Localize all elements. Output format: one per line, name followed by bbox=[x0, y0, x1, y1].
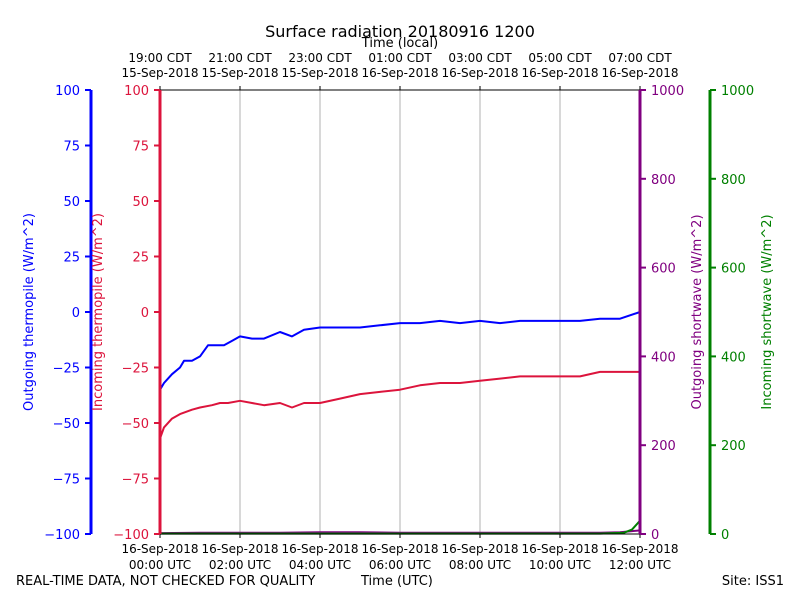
incoming-shortwave-axis-tick-label: 0 bbox=[721, 528, 729, 543]
incoming-thermopile-axis-tick-label: 75 bbox=[132, 140, 149, 155]
outgoing-shortwave-axis-tick-label: 200 bbox=[651, 439, 676, 454]
top-tick-label: 07:00 CDT bbox=[608, 51, 672, 65]
incoming-thermopile-axis-tick-label: −25 bbox=[122, 362, 149, 377]
top-tick-label: 03:00 CDT bbox=[448, 51, 512, 65]
incoming-thermopile-axis-tick-label: 0 bbox=[141, 306, 149, 321]
outgoing-thermopile-axis-tick-label: 100 bbox=[55, 84, 80, 99]
top-tick-label: 19:00 CDT bbox=[128, 51, 192, 65]
top-tick-label: 16-Sep-2018 bbox=[361, 66, 438, 80]
outgoing-thermopile-axis-tick-label: 75 bbox=[63, 140, 80, 155]
bottom-tick-label: 08:00 UTC bbox=[449, 558, 511, 572]
bottom-tick-label: 02:00 UTC bbox=[209, 558, 271, 572]
bottom-tick-label: 16-Sep-2018 bbox=[601, 542, 678, 556]
bottom-tick-label: 16-Sep-2018 bbox=[201, 542, 278, 556]
outgoing-shortwave-axis-tick-label: 600 bbox=[651, 262, 676, 277]
incoming-shortwave-axis-tick-label: 200 bbox=[721, 439, 746, 454]
bottom-tick-label: 06:00 UTC bbox=[369, 558, 431, 572]
top-tick-label: 15-Sep-2018 bbox=[201, 66, 278, 80]
incoming-shortwave-axis-tick-label: 600 bbox=[721, 262, 746, 277]
top-tick-label: 15-Sep-2018 bbox=[121, 66, 198, 80]
bottom-tick-label: 04:00 UTC bbox=[289, 558, 351, 572]
top-tick-label: 01:00 CDT bbox=[368, 51, 432, 65]
top-tick-label: 16-Sep-2018 bbox=[521, 66, 598, 80]
top-axis-label: Time (local) bbox=[361, 36, 438, 51]
outgoing-shortwave-axis-tick-label: 800 bbox=[651, 173, 676, 188]
incoming-thermopile-axis-label: Incoming thermopile (W/m^2) bbox=[91, 213, 106, 411]
bottom-tick-label: 12:00 UTC bbox=[609, 558, 671, 572]
quality-disclaimer: REAL-TIME DATA, NOT CHECKED FOR QUALITY bbox=[16, 574, 316, 589]
outgoing-thermopile-axis-tick-label: 0 bbox=[72, 306, 80, 321]
bottom-tick-label: 10:00 UTC bbox=[529, 558, 591, 572]
incoming-thermopile-line bbox=[159, 370, 640, 439]
incoming-shortwave-axis-label: Incoming shortwave (W/m^2) bbox=[760, 214, 775, 409]
bottom-tick-label: 00:00 UTC bbox=[129, 558, 191, 572]
top-tick-label: 23:00 CDT bbox=[288, 51, 352, 65]
bottom-axis-label: Time (UTC) bbox=[361, 574, 433, 589]
outgoing-shortwave-axis-tick-label: 1000 bbox=[651, 84, 684, 99]
outgoing-thermopile-axis-tick-label: −100 bbox=[44, 528, 80, 543]
bottom-tick-label: 16-Sep-2018 bbox=[121, 542, 198, 556]
outgoing-thermopile-axis-label: Outgoing thermopile (W/m^2) bbox=[22, 213, 37, 411]
incoming-thermopile-axis-tick-label: 25 bbox=[132, 251, 149, 266]
outgoing-thermopile-line bbox=[159, 311, 641, 391]
incoming-shortwave-axis-tick-label: 400 bbox=[721, 350, 746, 365]
top-tick-label: 21:00 CDT bbox=[208, 51, 272, 65]
incoming-shortwave-axis-tick-label: 800 bbox=[721, 173, 746, 188]
outgoing-shortwave-axis-tick-label: 0 bbox=[651, 528, 659, 543]
outgoing-thermopile-axis-tick-label: −75 bbox=[53, 473, 80, 488]
outgoing-thermopile-axis-tick-label: 50 bbox=[63, 195, 80, 210]
bottom-tick-label: 16-Sep-2018 bbox=[361, 542, 438, 556]
bottom-tick-label: 16-Sep-2018 bbox=[521, 542, 598, 556]
incoming-thermopile-axis-tick-label: −100 bbox=[113, 528, 149, 543]
incoming-thermopile-axis-tick-label: 50 bbox=[132, 195, 149, 210]
outgoing-thermopile-axis-tick-label: −50 bbox=[53, 417, 80, 432]
top-tick-label: 16-Sep-2018 bbox=[441, 66, 518, 80]
bottom-tick-label: 16-Sep-2018 bbox=[441, 542, 518, 556]
chart-title: Surface radiation 20180916 1200 bbox=[265, 22, 535, 41]
incoming-thermopile-axis-tick-label: −50 bbox=[122, 417, 149, 432]
incoming-shortwave-axis-tick-label: 1000 bbox=[721, 84, 754, 99]
top-tick-label: 16-Sep-2018 bbox=[601, 66, 678, 80]
incoming-thermopile-axis-tick-label: −75 bbox=[122, 473, 149, 488]
bottom-tick-label: 16-Sep-2018 bbox=[281, 542, 358, 556]
outgoing-thermopile-axis-tick-label: 25 bbox=[63, 251, 80, 266]
axes: 16-Sep-2018 00:00 UTC 16-Sep-2018 02:00 UTC… bbox=[22, 51, 775, 572]
top-tick-label: 15-Sep-2018 bbox=[281, 66, 358, 80]
grid-lines bbox=[239, 90, 561, 534]
outgoing-thermopile-axis-tick-label: −25 bbox=[53, 362, 80, 377]
incoming-thermopile-axis-tick-label: 100 bbox=[124, 84, 149, 99]
top-tick-label: 05:00 CDT bbox=[528, 51, 592, 65]
outgoing-shortwave-axis-label: Outgoing shortwave (W/m^2) bbox=[690, 214, 705, 409]
outgoing-shortwave-axis-tick-label: 400 bbox=[651, 350, 676, 365]
site-label: Site: ISS1 bbox=[721, 574, 784, 589]
